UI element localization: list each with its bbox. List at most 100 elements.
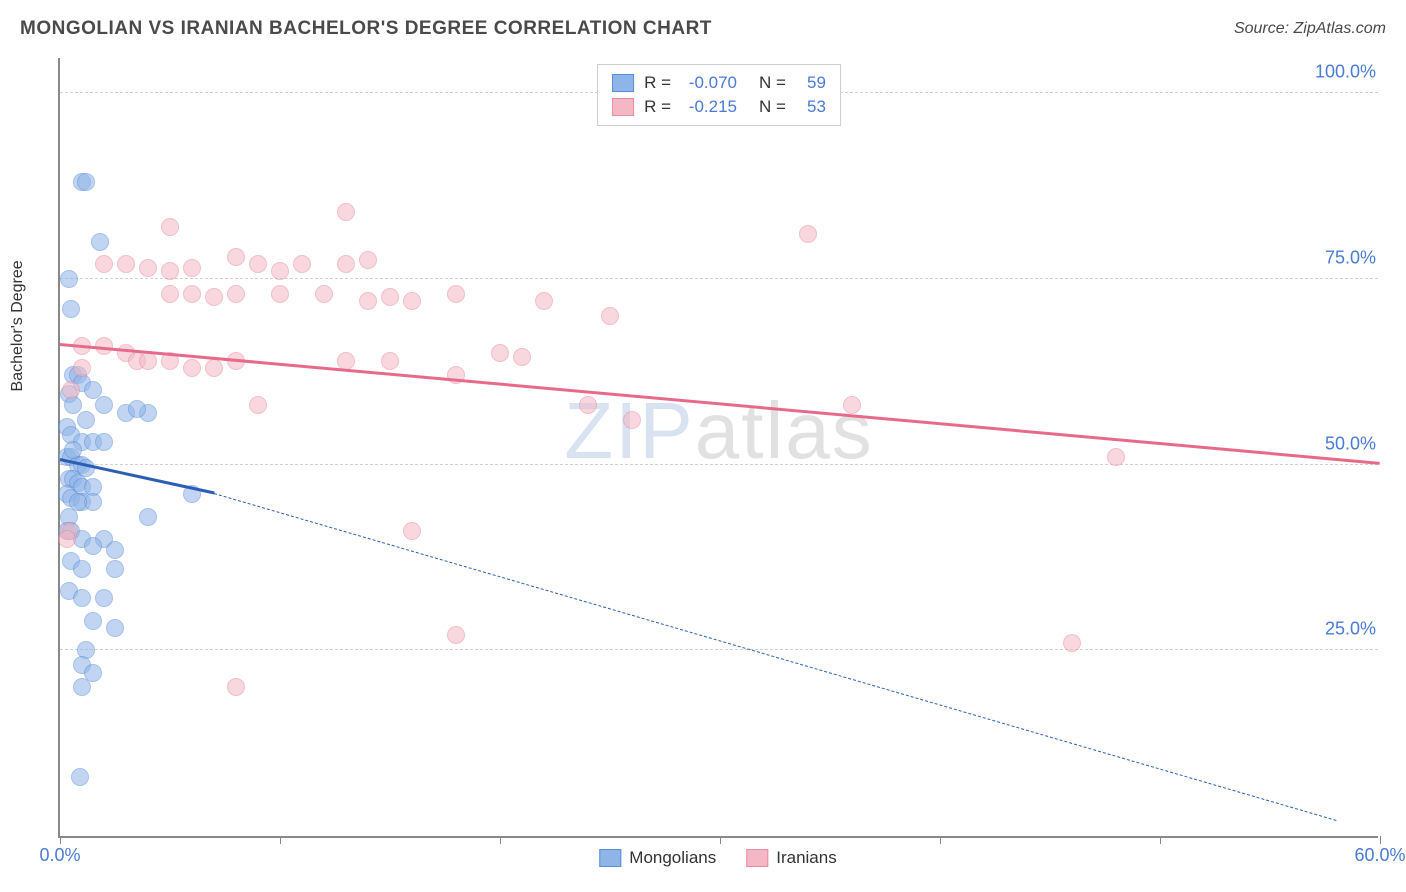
data-point [64,441,82,459]
data-point [62,381,80,399]
gridline [60,649,1378,650]
data-point [403,292,421,310]
data-point [58,530,76,548]
y-tick-label: 25.0% [1321,619,1380,640]
n-value: 59 [796,73,826,93]
data-point [84,493,102,511]
data-point [73,359,91,377]
data-point [77,411,95,429]
legend-label: Iranians [776,848,836,868]
data-point [227,678,245,696]
data-point [205,288,223,306]
data-point [161,262,179,280]
chart-title: MONGOLIAN VS IRANIAN BACHELOR'S DEGREE C… [20,18,712,40]
data-point [73,589,91,607]
data-point [95,396,113,414]
n-label: N = [759,97,786,117]
data-point [227,248,245,266]
data-point [139,259,157,277]
trend-line [214,493,1336,821]
series-legend: Mongolians Iranians [599,848,836,868]
data-point [128,400,146,418]
data-point [71,768,89,786]
data-point [293,255,311,273]
data-point [106,619,124,637]
data-point [623,411,641,429]
stats-legend-row: R = -0.215 N = 53 [612,95,826,119]
data-point [91,233,109,251]
legend-swatch [746,849,768,867]
x-tick [720,836,721,844]
data-point [60,270,78,288]
data-point [337,203,355,221]
data-point [69,493,87,511]
data-point [447,626,465,644]
gridline [60,464,1378,465]
data-point [249,255,267,273]
source-attribution: Source: ZipAtlas.com [1234,20,1386,38]
data-point [249,396,267,414]
r-label: R = [644,73,671,93]
legend-item: Iranians [746,848,836,868]
x-tick-label: 0.0% [39,845,80,866]
data-point [117,255,135,273]
data-point [106,560,124,578]
data-point [95,589,113,607]
data-point [1063,634,1081,652]
data-point [447,285,465,303]
data-point [95,433,113,451]
data-point [337,255,355,273]
data-point [359,251,377,269]
data-point [106,541,124,559]
legend-item: Mongolians [599,848,716,868]
n-label: N = [759,73,786,93]
data-point [84,537,102,555]
x-tick [940,836,941,844]
data-point [381,352,399,370]
data-point [183,259,201,277]
data-point [205,359,223,377]
data-point [337,352,355,370]
data-point [315,285,333,303]
r-value: -0.070 [681,73,737,93]
y-tick-label: 50.0% [1321,433,1380,454]
chart-area: Bachelor's Degree ZIPatlas R = -0.070N =… [58,58,1378,838]
r-label: R = [644,97,671,117]
y-tick-label: 100.0% [1311,62,1380,83]
data-point [1107,448,1125,466]
r-value: -0.215 [681,97,737,117]
x-tick [280,836,281,844]
data-point [183,285,201,303]
x-tick [500,836,501,844]
data-point [359,292,377,310]
data-point [381,288,399,306]
data-point [84,612,102,630]
x-tick [1380,836,1381,844]
data-point [161,218,179,236]
stats-legend: R = -0.070 N = 59 R = -0.215 N = 53 [597,64,841,126]
data-point [227,285,245,303]
data-point [843,396,861,414]
legend-swatch [612,98,634,116]
data-point [73,678,91,696]
data-point [95,255,113,273]
legend-swatch [599,849,621,867]
data-point [799,225,817,243]
data-point [579,396,597,414]
x-tick [60,836,61,844]
n-value: 53 [796,97,826,117]
x-tick [1160,836,1161,844]
data-point [139,508,157,526]
data-point [62,300,80,318]
data-point [403,522,421,540]
data-point [513,348,531,366]
legend-label: Mongolians [629,848,716,868]
data-point [535,292,553,310]
data-point [271,262,289,280]
legend-swatch [612,74,634,92]
data-point [73,560,91,578]
data-point [271,285,289,303]
y-tick-label: 75.0% [1321,247,1380,268]
x-tick-label: 60.0% [1354,845,1405,866]
data-point [491,344,509,362]
